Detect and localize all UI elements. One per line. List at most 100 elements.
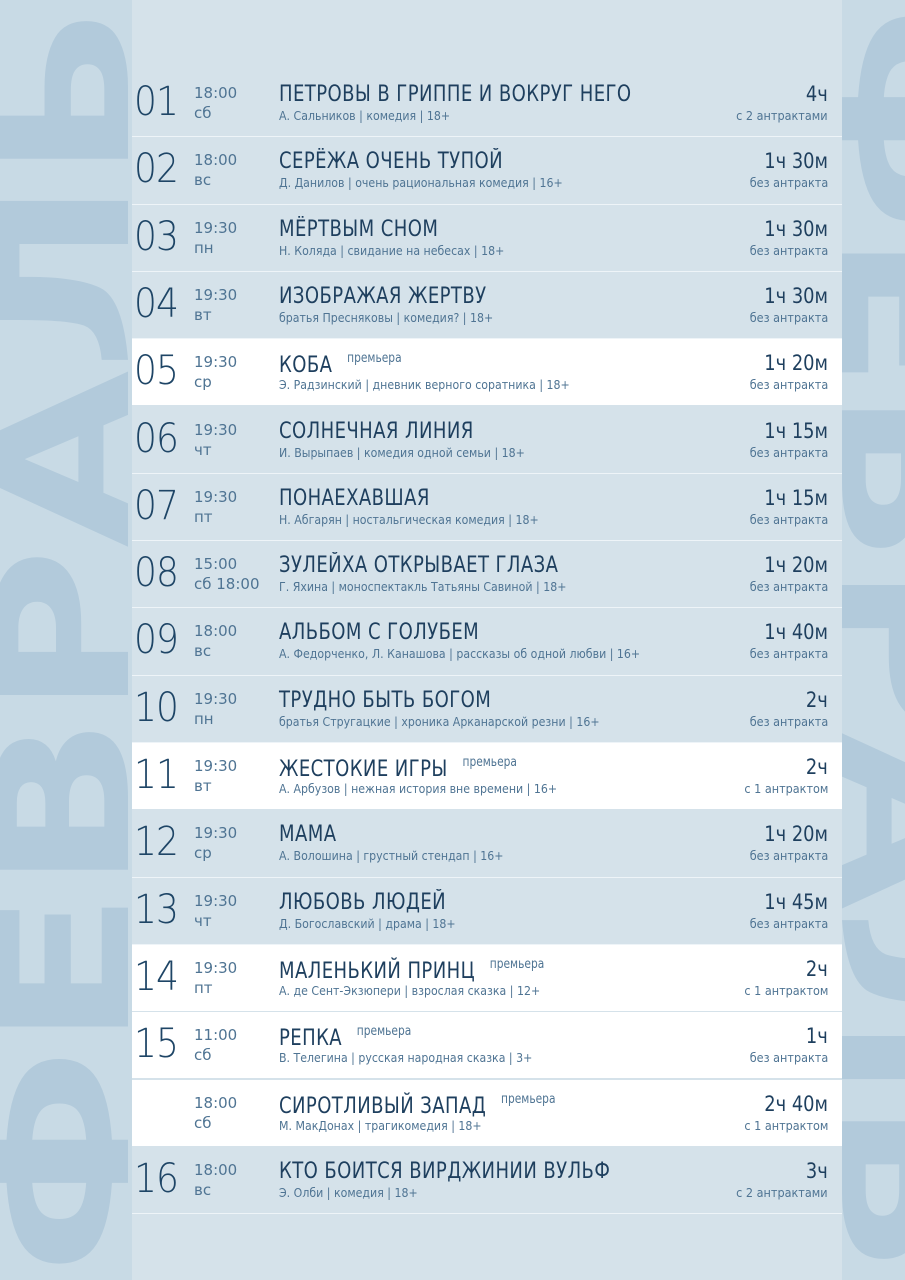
show-subtitle: М. МакДонах | трагикомедия | 18+ <box>279 1117 482 1133</box>
day-number: 09 <box>134 617 179 664</box>
show-time: 19:30 <box>194 689 238 708</box>
show-title: ЖЕСТОКИЕ ИГРЫ премьера <box>279 755 517 782</box>
duration: 2ч 40м <box>764 1091 828 1116</box>
show-title: АЛЬБОМ С ГОЛУБЕМ <box>279 620 479 645</box>
show-row: 16 18:00 вс КТО БОИТСЯ ВИРДЖИНИИ ВУЛЬФ Э. Ол… <box>132 1147 842 1215</box>
intermission: с 1 антрактом <box>743 1117 828 1133</box>
duration: 1ч 30м <box>764 283 828 308</box>
duration: 1ч 30м <box>764 216 828 241</box>
weekday: пн <box>194 709 214 728</box>
intermission: без антракта <box>749 646 828 662</box>
day-number: 11 <box>134 752 179 798</box>
show-row: 04 19:30 вт ИЗОБРАЖАЯ ЖЕРТВУ братья Пресняко… <box>132 272 842 340</box>
duration: 1ч 40м <box>764 620 828 645</box>
duration: 1ч 20м <box>764 553 828 578</box>
intermission: без антракта <box>749 309 828 325</box>
show-subtitle: И. Вырыпаев | комедия одной семьи | 18+ <box>279 444 525 460</box>
duration: 1ч 15м <box>764 418 828 443</box>
duration: 2ч <box>806 956 828 981</box>
show-subtitle: Н. Коляда | свидание на небесах | 18+ <box>279 242 505 258</box>
weekday: вс <box>194 1180 212 1199</box>
show-subtitle: братья Пресняковы | комедия? | 18+ <box>279 309 494 325</box>
show-time: 19:30 <box>194 891 238 910</box>
title-text: ЗУЛЕЙХА ОТКРЫВАЕТ ГЛАЗА <box>279 553 559 579</box>
day-number: 15 <box>134 1021 179 1068</box>
weekday: сб 18:00 <box>194 575 260 594</box>
intermission: с 2 антрактами <box>736 108 828 123</box>
title-text: АЛЬБОМ С ГОЛУБЕМ <box>279 620 480 646</box>
day-number: 02 <box>134 146 179 193</box>
duration: 1ч 20м <box>764 351 828 376</box>
duration: 1ч <box>806 1024 828 1049</box>
premiere-label: премьера <box>462 755 517 770</box>
show-subtitle: В. Телегина | русская народная сказка | … <box>279 1050 533 1066</box>
title-text: ИЗОБРАЖАЯ ЖЕРТВУ <box>279 283 487 309</box>
weekday: чт <box>194 911 212 930</box>
show-time: 18:00 <box>194 1093 238 1112</box>
title-text: СЕРЁЖА ОЧЕНЬ ТУПОЙ <box>279 149 504 175</box>
show-row: 05 19:30 ср КОБА премьера Э. Радзинский | дне… <box>132 339 842 407</box>
show-title: СИРОТЛИВЫЙ ЗАПАД премьера <box>279 1092 555 1119</box>
show-row: 06 19:30 чт СОЛНЕЧНАЯ ЛИНИЯ И. Вырыпаев | ко… <box>132 407 842 474</box>
show-row: 12 19:30 ср МАМА А. Волошина | грустный стен… <box>132 810 842 878</box>
show-row: 13 19:30 чт ЛЮБОВЬ ЛЮДЕЙ Д. Богославский | д… <box>132 878 842 945</box>
title-text: КОБА <box>279 353 333 379</box>
day-number: 16 <box>134 1155 179 1202</box>
weekday: чт <box>194 440 212 459</box>
show-title: ПОНАЕХАВШАЯ <box>279 486 430 511</box>
intermission: без антракта <box>749 915 828 931</box>
show-time: 19:30 <box>194 420 238 439</box>
show-time: 19:30 <box>194 285 238 304</box>
show-subtitle: А. Арбузов | нежная история вне времени … <box>279 781 558 796</box>
show-time: 15:00 <box>194 555 238 574</box>
show-row: 09 18:00 вс АЛЬБОМ С ГОЛУБЕМ А. Федорченко, … <box>132 608 842 676</box>
duration: 2ч <box>806 755 828 779</box>
show-subtitle: Н. Абгарян | ностальгическая комедия | 1… <box>279 511 539 527</box>
show-title: МАЛЕНЬКИЙ ПРИНЦ премьера <box>279 957 544 984</box>
show-row: 01 18:00 сб ПЕТРОВЫ В ГРИППЕ И ВОКРУГ НЕГО А… <box>132 70 842 138</box>
premiere-label: премьера <box>356 1024 412 1040</box>
show-subtitle: Г. Яхина | моноспектакль Татьяны Савиной… <box>279 579 567 595</box>
intermission: с 1 антрактом <box>743 781 828 796</box>
show-subtitle: А. Волошина | грустный стендап | 16+ <box>279 848 504 864</box>
duration: 1ч 20м <box>764 822 828 847</box>
day-number: 12 <box>134 819 179 866</box>
intermission: без антракта <box>749 579 828 595</box>
show-row: 14 19:30 пт МАЛЕНЬКИЙ ПРИНЦ премьера А. де Се… <box>132 944 842 1013</box>
show-subtitle: А. Федорченко, Л. Канашова | рассказы об… <box>279 646 641 662</box>
title-text: СИРОТЛИВЫЙ ЗАПАД <box>279 1093 487 1119</box>
weekday: пт <box>194 507 213 526</box>
show-subtitle: Э. Олби | комедия | 18+ <box>279 1184 418 1200</box>
weekday: пт <box>194 978 213 997</box>
title-text: ЖЕСТОКИЕ ИГРЫ <box>279 757 448 782</box>
weekday: вт <box>194 305 212 324</box>
show-row: 07 19:30 пт ПОНАЕХАВШАЯ Н. Абгарян | носталь… <box>132 474 842 542</box>
show-subtitle: братья Стругацкие | хроника Арканарской … <box>279 713 600 729</box>
duration: 2ч <box>806 687 828 712</box>
show-subtitle: Д. Данилов | очень рациональная комедия … <box>279 175 563 191</box>
day-number: 05 <box>134 348 179 395</box>
show-time: 19:30 <box>194 757 238 775</box>
show-time: 19:30 <box>194 353 238 372</box>
intermission: без антракта <box>749 242 828 258</box>
show-title: ЛЮБОВЬ ЛЮДЕЙ <box>279 890 446 915</box>
weekday: ср <box>194 844 212 863</box>
show-title: КТО БОИТСЯ ВИРДЖИНИИ ВУЛЬФ <box>279 1159 610 1184</box>
show-subtitle: Д. Богославский | драма | 18+ <box>279 915 456 931</box>
weekday: вс <box>194 171 212 190</box>
show-title: ПЕТРОВЫ В ГРИППЕ И ВОКРУГ НЕГО <box>279 82 632 107</box>
premiere-label: премьера <box>501 1091 556 1107</box>
show-row: 15 11:00 сб РЕПКА премьера В. Телегина | русс… <box>132 1012 842 1080</box>
show-title: СЕРЁЖА ОЧЕНЬ ТУПОЙ <box>279 149 503 174</box>
show-time: 19:30 <box>194 218 238 237</box>
show-subtitle: Э. Радзинский | дневник верного соратник… <box>279 377 570 393</box>
title-text: ТРУДНО БЫТЬ БОГОМ <box>279 687 492 713</box>
duration: 1ч 45м <box>764 889 828 914</box>
duration: 1ч 30м <box>764 149 828 174</box>
show-title: СОЛНЕЧНАЯ ЛИНИЯ <box>279 419 474 444</box>
show-time: 18:00 <box>194 84 238 102</box>
weekday: сб <box>194 1046 212 1065</box>
duration: 4ч <box>806 82 828 106</box>
intermission: с 1 антрактом <box>743 982 828 998</box>
